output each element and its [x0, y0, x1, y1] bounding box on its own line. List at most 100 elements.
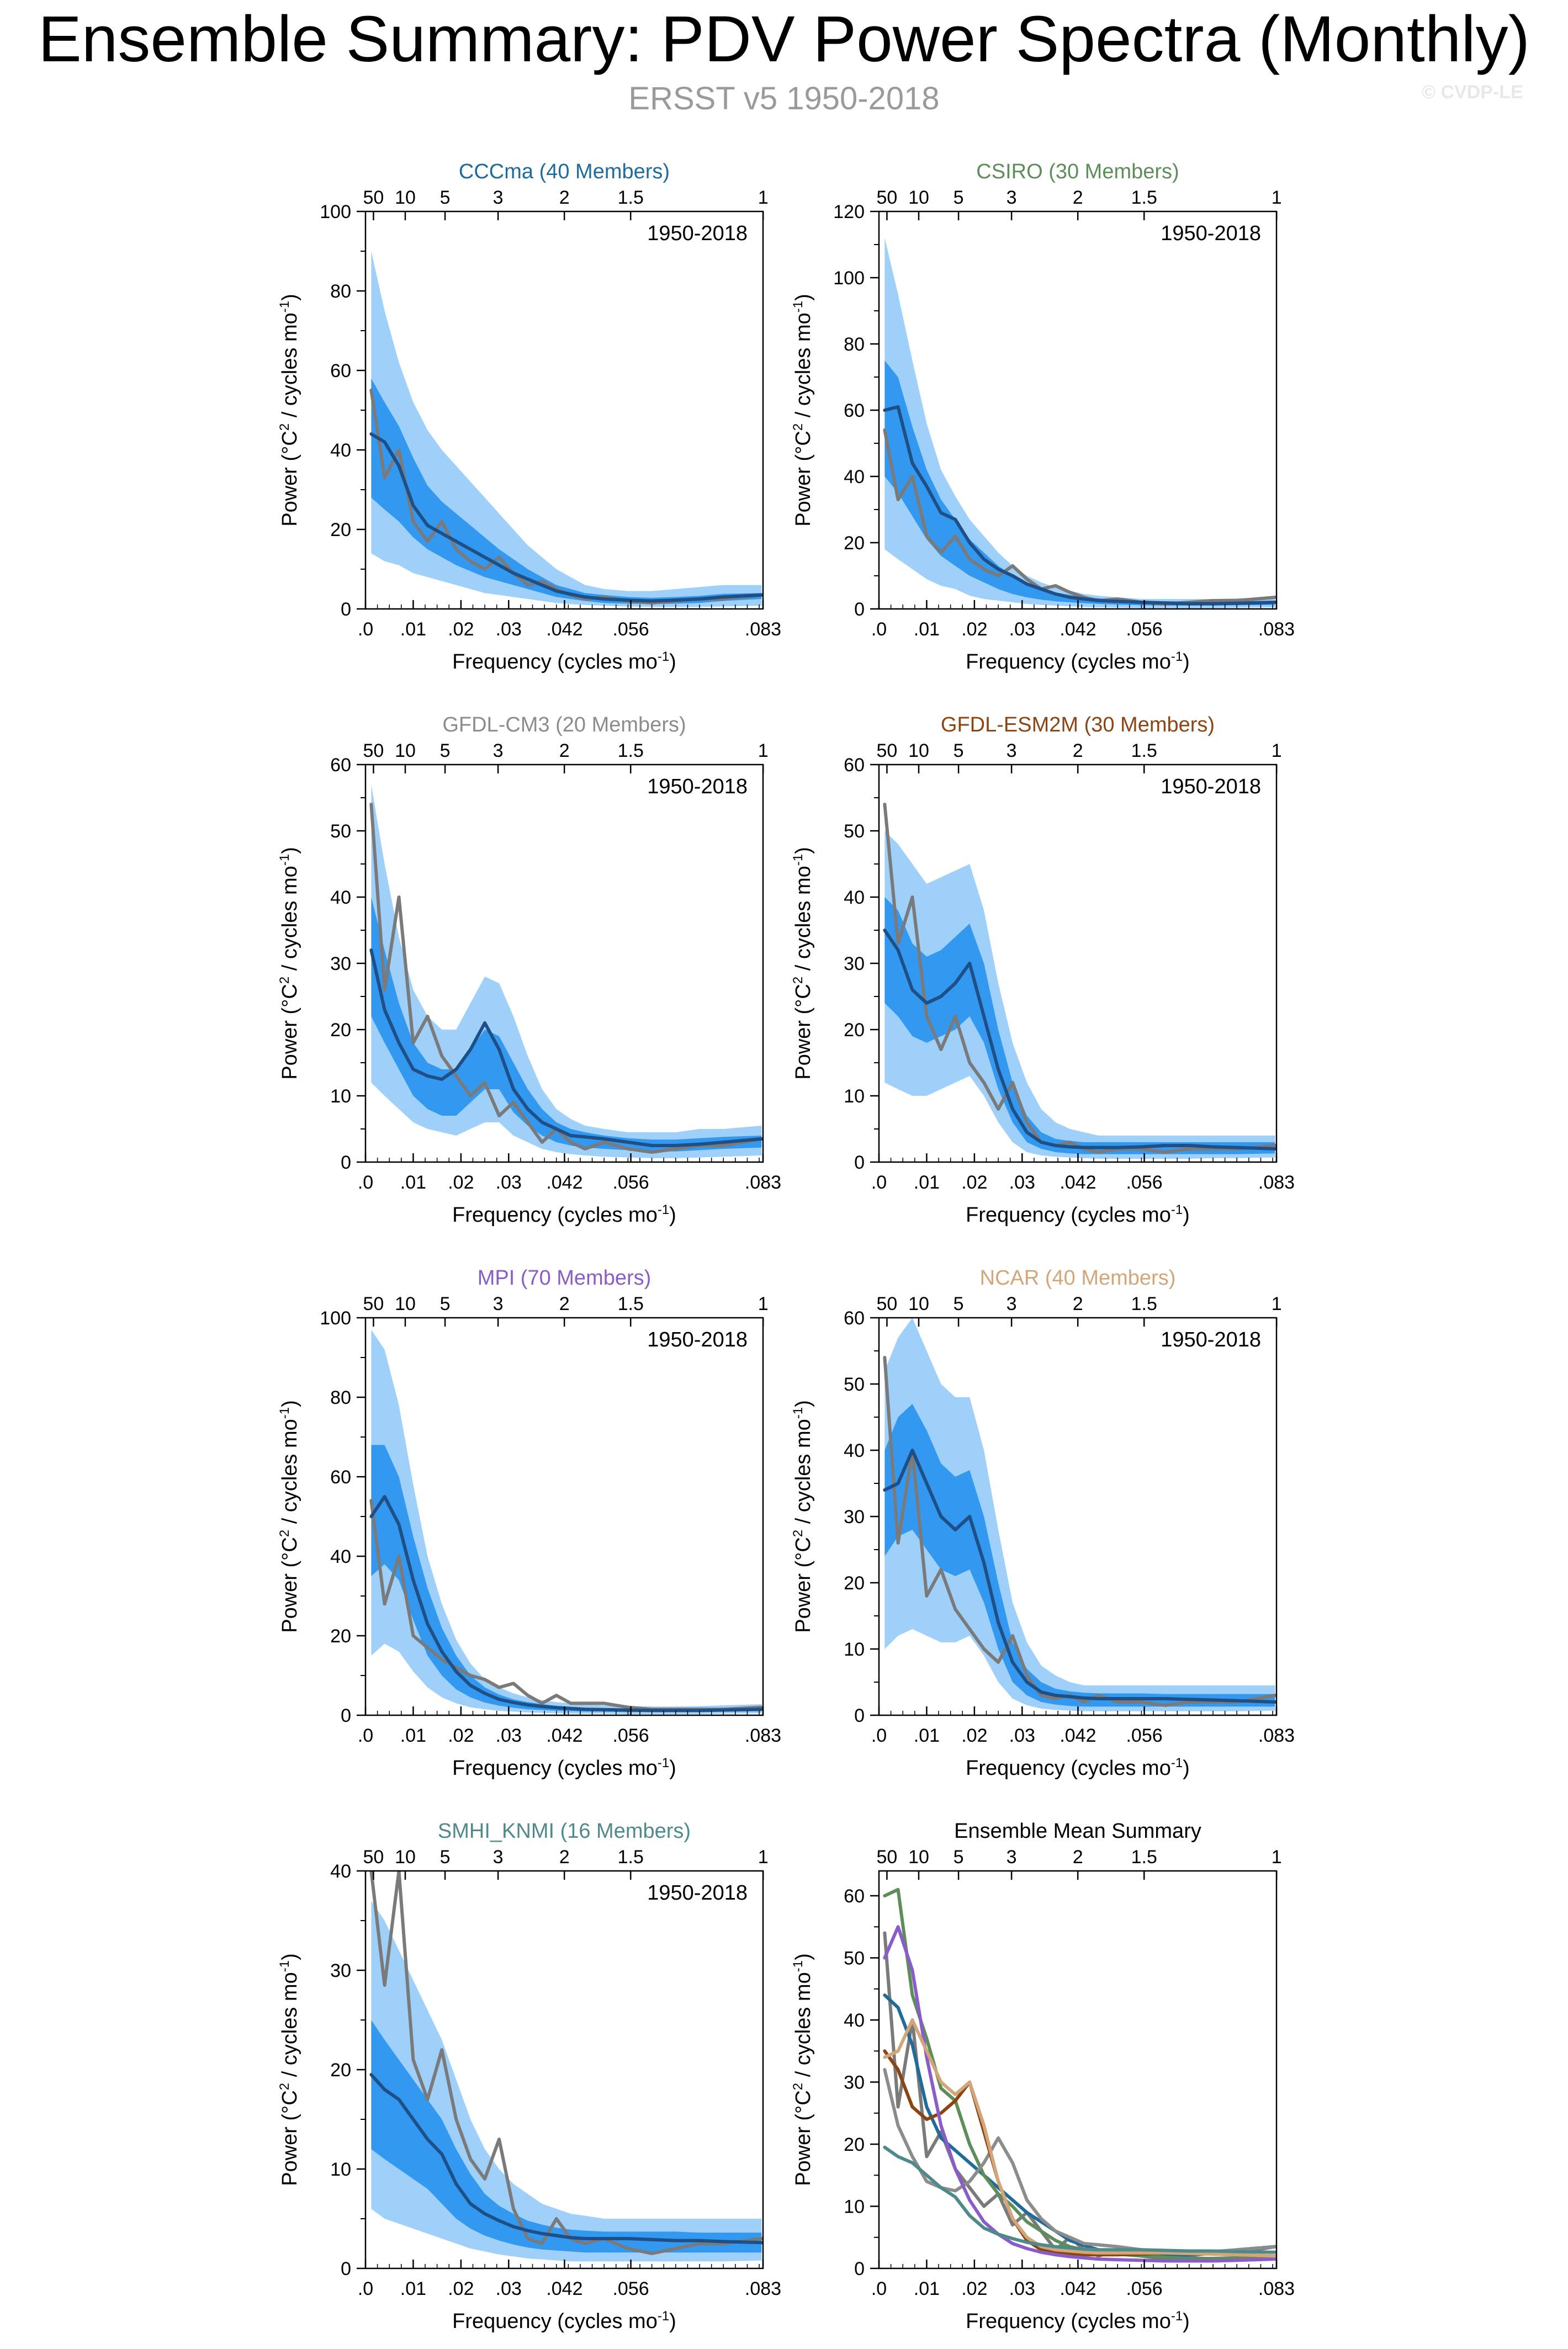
x-tick-label: .083: [1258, 2278, 1295, 2299]
period-tick-label: 50: [363, 1847, 384, 1868]
band-inner: [371, 897, 762, 1152]
period-tick-label: 1.5: [618, 187, 644, 208]
x-tick-label: .042: [1060, 2278, 1096, 2299]
period-tick-label: 50: [363, 1293, 384, 1314]
x-tick-label: .042: [546, 2278, 582, 2299]
x-tick-label: .083: [1258, 1725, 1295, 1746]
y-tick-label: 80: [844, 334, 865, 355]
x-tick-label: .03: [1009, 1725, 1035, 1746]
period-tick-label: 5: [440, 1847, 451, 1868]
period-tick-label: 1: [1272, 187, 1282, 208]
y-tick-label: 0: [341, 1152, 351, 1173]
series-line-ensemble-mean: [883, 1449, 1276, 1704]
series-line-ensemble-mean: [369, 1495, 763, 1712]
y-tick-label: 0: [854, 2258, 865, 2279]
x-tick-label: .0: [871, 619, 887, 640]
x-axis-label: Frequency (cycles mo-1): [966, 2309, 1190, 2333]
plot-area: [883, 1887, 1276, 2263]
chart-panel: 0 10 20 30 40 50 60 .0 .01 .02 .03 .042 .056 .083 50 10…: [791, 1266, 1295, 1780]
x-tick-label: .02: [961, 619, 987, 640]
page-title: Ensemble Summary: PDV Power Spectra (Mon…: [38, 3, 1530, 76]
x-tick-label: .083: [1258, 1172, 1295, 1193]
y-tick-label: 60: [844, 400, 865, 421]
plot-area: [883, 238, 1276, 608]
period-tick-label: 2: [559, 1293, 570, 1314]
y-tick-label: 20: [844, 1020, 865, 1041]
period-tick-label: 50: [877, 740, 898, 761]
period-label: 1950-2018: [647, 1881, 748, 1905]
period-tick-label: 2: [559, 187, 570, 208]
period-tick-label: 10: [395, 1293, 416, 1314]
x-tick-label: .01: [400, 2278, 426, 2299]
period-tick-label: 1: [1272, 1293, 1282, 1314]
y-axis-label: Power (°C2 / cycles mo-1): [791, 294, 815, 527]
x-tick-label: .01: [400, 1725, 426, 1746]
period-tick-label: 5: [953, 1293, 964, 1314]
period-label: 1950-2018: [647, 1328, 748, 1351]
x-tick-label: .01: [914, 2278, 940, 2299]
series-line-ensemble-mean: [883, 929, 1276, 1150]
period-tick-label: 10: [908, 1293, 929, 1314]
period-tick-label: 3: [493, 1293, 504, 1314]
period-tick-label: 50: [877, 1293, 898, 1314]
y-tick-label: 0: [854, 1152, 865, 1173]
y-tick-label: 0: [341, 599, 351, 620]
x-tick-label: .042: [1060, 619, 1096, 640]
x-tick-label: .0: [358, 619, 373, 640]
period-tick-label: 3: [1007, 1847, 1017, 1868]
series-line-ncar: [883, 2018, 1276, 2258]
period-tick-label: 10: [908, 187, 929, 208]
series-line-cccma: [883, 1993, 1276, 2258]
period-tick-label: 3: [1007, 740, 1017, 761]
x-tick-label: .0: [358, 1725, 373, 1746]
band-inner: [371, 2020, 762, 2253]
chart-title: Ensemble Mean Summary: [954, 1820, 1201, 1843]
y-tick-label: 30: [844, 953, 865, 974]
series-line-mpi: [883, 1925, 1276, 2263]
chart-title: NCAR (40 Members): [980, 1266, 1176, 1290]
y-tick-label: 60: [844, 1308, 865, 1329]
period-tick-label: 50: [877, 1847, 898, 1868]
y-tick-label: 20: [330, 2060, 351, 2081]
y-tick-label: 10: [330, 2159, 351, 2180]
period-tick-label: 5: [440, 187, 451, 208]
x-tick-label: .056: [1126, 1725, 1162, 1746]
period-label: 1950-2018: [1161, 222, 1261, 245]
period-tick-label: 2: [1073, 740, 1083, 761]
y-tick-label: 10: [844, 2197, 865, 2218]
x-tick-label: .01: [914, 1172, 940, 1193]
series-line-ensemble-mean: [369, 432, 763, 603]
x-tick-label: .056: [1126, 619, 1162, 640]
band-outer: [884, 831, 1275, 1159]
y-tick-label: 10: [844, 1639, 865, 1660]
y-tick-label: 40: [844, 887, 865, 908]
y-tick-label: 50: [330, 821, 351, 842]
period-tick-label: 10: [908, 1847, 929, 1868]
x-tick-label: .083: [745, 619, 781, 640]
band-inner: [884, 1404, 1275, 1707]
x-axis-label: Frequency (cycles mo-1): [452, 649, 676, 674]
y-tick-label: 40: [844, 2010, 865, 2031]
chart-panel: 0 10 20 30 40 .0 .01 .02 .03 .042 .056 .083 50 10 5 3 2 1…: [277, 1820, 781, 2333]
chart-panel: 0 10 20 30 40 50 60 .0 .01 .02 .03 .042 .056 .083 50 10…: [791, 1820, 1295, 2333]
period-tick-label: 50: [363, 740, 384, 761]
y-tick-label: 40: [844, 466, 865, 487]
period-tick-label: 50: [877, 187, 898, 208]
x-tick-label: .042: [546, 619, 582, 640]
x-tick-label: .056: [612, 1725, 649, 1746]
y-tick-label: 0: [854, 1705, 865, 1726]
period-tick-label: 10: [395, 187, 416, 208]
period-label: 1950-2018: [647, 222, 748, 245]
x-axis-label: Frequency (cycles mo-1): [966, 649, 1190, 674]
period-tick-label: 1: [1272, 740, 1282, 761]
x-tick-label: .01: [914, 619, 940, 640]
y-tick-label: 60: [330, 360, 351, 381]
chart-title: CSIRO (30 Members): [976, 160, 1179, 183]
period-tick-label: 3: [1007, 187, 1017, 208]
x-tick-label: .03: [1009, 1172, 1035, 1193]
y-tick-label: 120: [833, 202, 865, 222]
y-tick-label: 20: [844, 2134, 865, 2155]
page-subtitle: ERSST v5 1950-2018: [628, 81, 940, 116]
chart-title: GFDL-CM3 (20 Members): [442, 713, 686, 736]
series-line-ensemble-mean: [369, 2073, 763, 2245]
